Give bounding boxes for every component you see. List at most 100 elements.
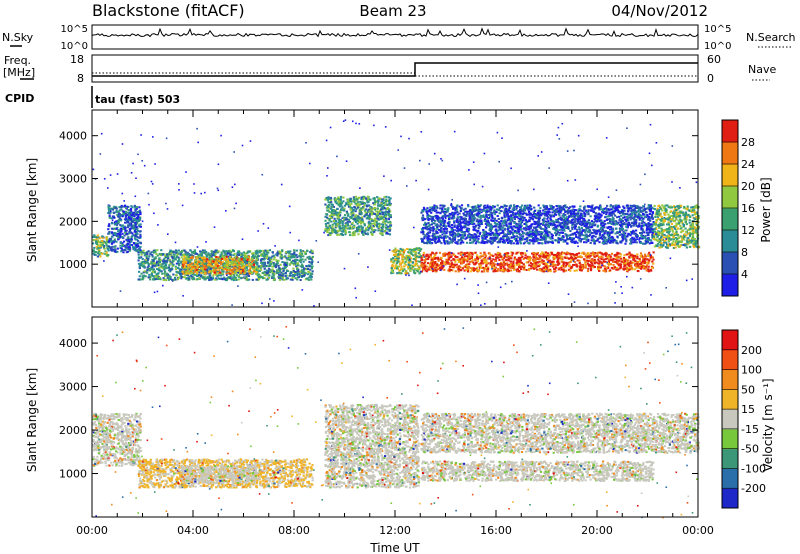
power-cell: [308, 260, 311, 263]
power-cell: [587, 252, 590, 255]
power-cell: [357, 197, 360, 200]
power-cell: [535, 253, 538, 256]
power-cell: [245, 275, 248, 278]
power-cell: [576, 259, 579, 262]
power-cell: [303, 275, 306, 278]
power-cell: [183, 276, 187, 279]
power-cell: [361, 228, 364, 231]
power-cell: [192, 276, 195, 279]
power-cell: [279, 253, 282, 255]
power-cell: [389, 210, 392, 213]
power-cell: [370, 228, 373, 231]
power-cell: [612, 263, 615, 266]
power-cell: [289, 250, 292, 253]
power-cell: [161, 253, 164, 256]
power-cell: [388, 233, 392, 236]
power-cell: [306, 249, 309, 252]
power-cell: [546, 252, 549, 255]
power-cell: [196, 257, 199, 260]
power-cell: [374, 229, 377, 232]
power-cell: [430, 262, 433, 265]
power-cell: [414, 252, 417, 255]
power-cell: [589, 259, 592, 262]
power-cell: [342, 226, 345, 229]
power-cell: [513, 256, 516, 259]
power-cell: [264, 253, 267, 256]
power-cell: [276, 269, 279, 272]
power-cell: [483, 270, 486, 273]
power-cell: [651, 256, 654, 259]
power-cell: [520, 221, 524, 224]
power-cell: [303, 267, 306, 270]
power-cell: [447, 258, 450, 261]
power-cell: [214, 269, 217, 272]
power-cell: [538, 224, 541, 227]
power-cell: [538, 230, 541, 233]
power-cell: [464, 259, 467, 262]
power-cell: [377, 229, 380, 232]
power-cell: [480, 267, 483, 269]
power-cell: [509, 262, 513, 265]
power-cell: [438, 264, 441, 267]
power-cell: [133, 218, 136, 220]
power-cell: [367, 214, 370, 217]
power-cell: [488, 252, 491, 255]
power-cell: [390, 271, 393, 274]
power-cell: [376, 222, 379, 225]
power-cell: [215, 257, 218, 260]
power-cell: [345, 223, 348, 226]
power-cell: [450, 262, 454, 265]
power-cell: [130, 224, 133, 227]
power-cell: [125, 238, 128, 241]
power-cell: [183, 268, 186, 271]
power-cell: [192, 266, 195, 269]
power-cell: [650, 266, 654, 269]
power-cell: [111, 245, 114, 248]
power-cell: [533, 267, 536, 270]
power-cell: [174, 258, 177, 261]
power-cell: [545, 256, 548, 259]
power-cell: [113, 238, 116, 241]
power-cell: [485, 265, 488, 267]
power-cell: [616, 259, 619, 262]
power-cell: [182, 253, 185, 256]
power-cell: [187, 272, 190, 275]
power-cell: [524, 256, 527, 259]
power-cell: [99, 243, 102, 246]
power-cell: [261, 258, 264, 260]
power-cell: [545, 263, 548, 266]
power-cell: [237, 259, 240, 262]
power-cell: [92, 252, 95, 255]
power-cell: [185, 272, 188, 275]
power-cell: [349, 200, 352, 203]
power-cell: [122, 240, 126, 243]
power-cell: [273, 263, 276, 266]
power-cell: [627, 253, 630, 256]
power-cell: [536, 217, 539, 220]
power-cell: [230, 258, 233, 260]
power-cell: [297, 276, 300, 279]
power-cell: [335, 232, 338, 235]
power-cell: [166, 273, 169, 276]
power-cell: [190, 251, 194, 254]
power-cell: [201, 269, 204, 272]
power-cell: [463, 257, 466, 260]
power-cell: [174, 268, 178, 271]
power-cell: [552, 264, 555, 267]
power-cell: [188, 275, 191, 278]
power-cell: [569, 260, 572, 263]
power-cell: [347, 205, 351, 208]
power-cell: [221, 272, 224, 275]
power-cell: [635, 263, 639, 265]
power-cell: [337, 216, 340, 219]
power-cell: [518, 269, 521, 272]
power-cell: [388, 201, 391, 204]
power-cell: [155, 263, 158, 266]
power-cell: [197, 254, 200, 257]
power-cell: [352, 196, 355, 199]
power-cell: [418, 266, 421, 269]
power-cell: [137, 259, 140, 262]
power-cell: [475, 269, 478, 272]
power-cell: [537, 265, 540, 267]
power-cell: [190, 257, 193, 260]
